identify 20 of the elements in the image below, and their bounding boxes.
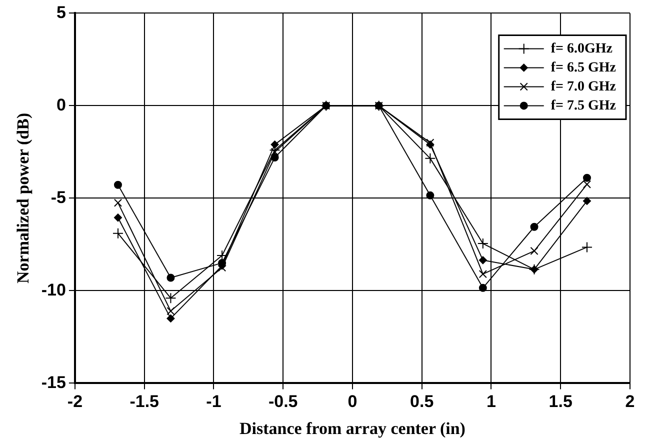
x-axis-title: Distance from array center (in) bbox=[240, 419, 466, 438]
y-axis-title: Normalized power (dB) bbox=[14, 112, 33, 284]
y-tick-label: 0 bbox=[56, 95, 66, 114]
legend-label: f= 7.5 GHz bbox=[550, 98, 616, 114]
y-tick-label: -5 bbox=[50, 188, 66, 207]
x-tick-label: 0.5 bbox=[410, 392, 434, 412]
legend-label: f= 7.0 GHz bbox=[550, 79, 616, 94]
legend-label: f= 6.0GHz bbox=[550, 41, 613, 56]
x-tick-label: 0 bbox=[348, 392, 358, 412]
y-tick-label: -10 bbox=[41, 280, 66, 300]
x-tick-label: -2 bbox=[67, 392, 83, 412]
y-tick-label: 5 bbox=[56, 2, 66, 22]
y-tick-label: -15 bbox=[41, 372, 66, 392]
x-tick-label: 1 bbox=[486, 392, 496, 412]
x-tick-label: 1.5 bbox=[548, 392, 572, 412]
legend-label: f= 6.5 GHz bbox=[550, 60, 616, 76]
x-tick-label: -1.5 bbox=[130, 392, 159, 412]
x-tick-label: 2 bbox=[625, 392, 635, 412]
x-tick-label: -1 bbox=[206, 392, 222, 412]
x-tick-label: -0.5 bbox=[268, 392, 298, 412]
